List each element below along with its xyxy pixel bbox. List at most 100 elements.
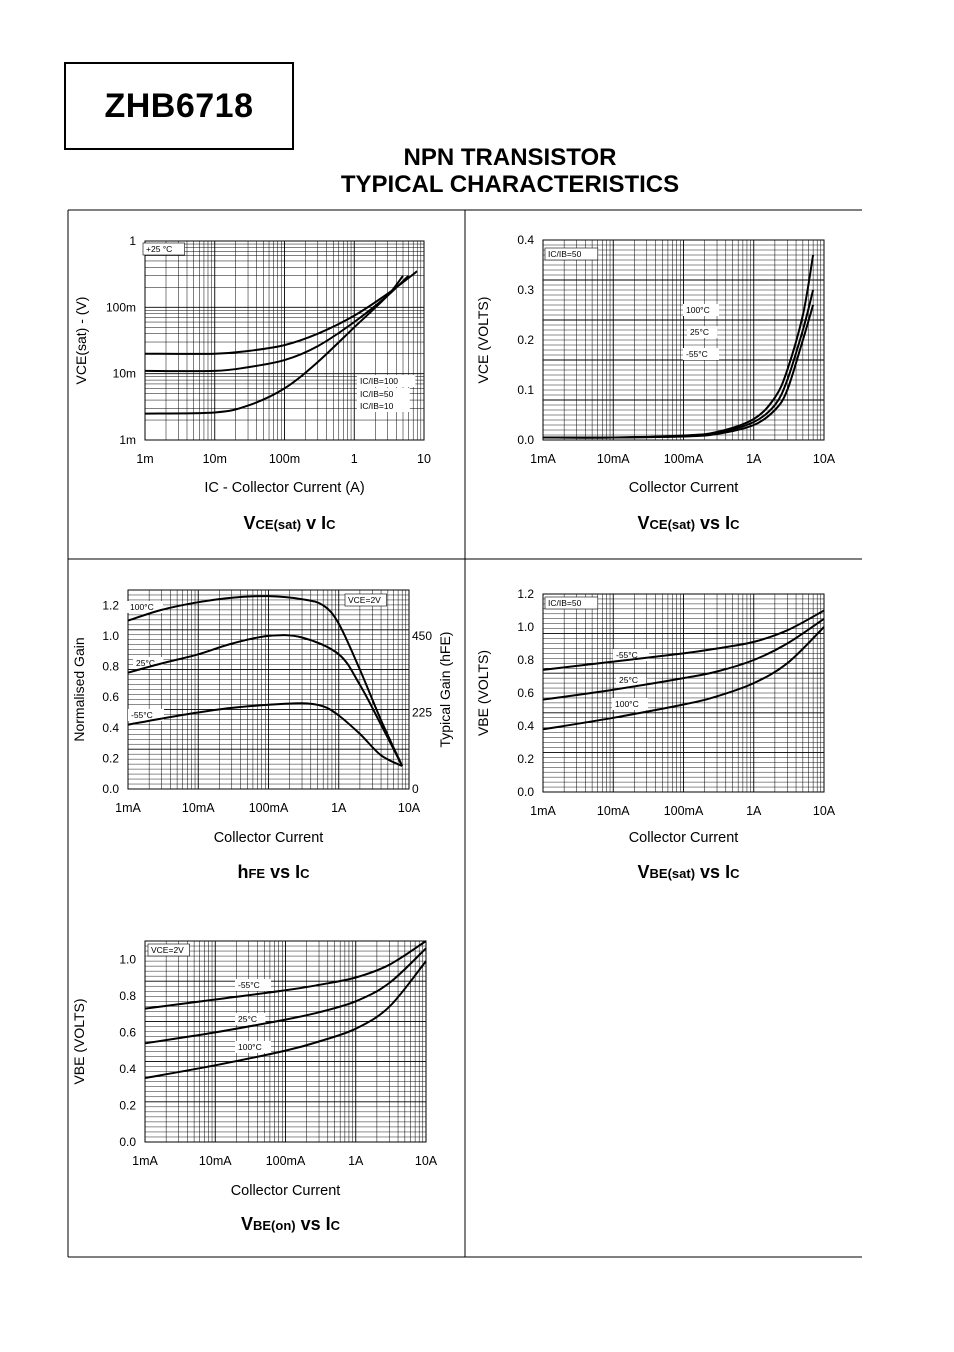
x-tick-label: 10m: [203, 452, 227, 466]
title-tail: C: [326, 517, 336, 532]
annotation-box: [142, 242, 185, 256]
annotation-label: 100°C: [238, 1042, 262, 1052]
x-tick-label: 100mA: [664, 804, 704, 818]
x-tick-label: 1mA: [530, 804, 556, 818]
chart-hfe-vs-ic: 1mA 10mA 100mA 1A 10A 0.0 0.2 0.4 0.6 0.8 1.0 1.2 0 2…: [71, 589, 453, 882]
part-number: ZHB6718: [104, 86, 254, 125]
y-tick-label: 0.0: [517, 433, 534, 447]
y-tick-label: 10m: [113, 367, 136, 381]
chart-title: VBE(on) vs IC: [241, 1214, 341, 1234]
annotation-label: -55°C: [131, 710, 153, 720]
y-tick-label: 100m: [106, 300, 136, 314]
title-rest: vs I: [296, 1214, 331, 1234]
chart-title: VBE(sat) vs IC: [638, 862, 741, 882]
annotation-box: [683, 348, 719, 360]
chart-title: hFE vs IC: [237, 862, 310, 882]
y-tick-label: 1.2: [102, 598, 119, 612]
y-tick-label: 0.1: [517, 383, 534, 397]
x-tick-label: 10A: [415, 1154, 438, 1168]
annotation-label: 25°C: [238, 1014, 257, 1024]
annotation-label: 100°C: [130, 602, 154, 612]
title-sub: BE(sat): [650, 866, 696, 881]
y-tick-label: 0.4: [119, 1062, 136, 1076]
annotation-box: [612, 698, 648, 710]
plot-frame: [127, 589, 410, 790]
annotation-label: -55°C: [238, 980, 260, 990]
annotation-box: [357, 400, 410, 412]
x-tick-label: 1m: [136, 452, 153, 466]
x-axis-label: IC - Collector Current (A): [204, 480, 364, 496]
series-line-0: [127, 595, 404, 767]
annotation-box: [683, 304, 719, 316]
y2-tick-label: 0: [412, 782, 419, 796]
title-tail: C: [331, 1218, 341, 1233]
title-line-2: TYPICAL CHARACTERISTICS: [340, 171, 680, 198]
y-tick-label: 0.8: [119, 989, 136, 1003]
grid: [127, 589, 409, 790]
y-tick-label: 0.2: [102, 751, 119, 765]
y-tick-label: 0.2: [517, 752, 534, 766]
cell-borders: [67, 209, 862, 1258]
annotation-box: [235, 979, 271, 991]
x-tick-label: 1: [351, 452, 358, 466]
chart-vbesat-vs-ic: 1mA 10mA 100mA 1A 10A 0.0 0.2 0.4 0.6 0.8 1.0 1.2 Co…: [475, 587, 836, 882]
page-title: NPN TRANSISTOR TYPICAL CHARACTERISTICS: [330, 144, 690, 198]
x-tick-label: 1A: [746, 804, 762, 818]
y-tick-label: 0.0: [102, 782, 119, 796]
series-line-1: [542, 289, 815, 439]
annotation-label: IC/IB=50: [548, 249, 582, 259]
y-tick-label: 0.0: [119, 1135, 136, 1149]
annotation-box: [128, 709, 164, 721]
y-tick-label: 1.0: [517, 620, 534, 634]
x-axis-label: Collector Current: [629, 480, 739, 496]
annotation-box: [357, 388, 410, 400]
title-tail: C: [300, 866, 310, 881]
annotation-box: [235, 1013, 266, 1025]
y-tick-label: 1.0: [119, 952, 136, 966]
annotation-label: IC/IB=50: [548, 598, 582, 608]
annotation-label: IC/IB=10: [360, 401, 394, 411]
annotation-label: 100°C: [615, 699, 639, 709]
y-tick-label: 0.6: [119, 1025, 136, 1039]
annotation-box: [357, 375, 416, 387]
title-rest: vs I: [695, 862, 730, 882]
y-tick-label: 0.8: [517, 653, 534, 667]
y2-axis-label: Typical Gain (hFE): [437, 632, 453, 748]
plot-frame: [542, 239, 825, 441]
y2-tick-label: 225: [412, 705, 432, 719]
series-line-2: [127, 702, 403, 767]
x-tick-label: 1A: [348, 1154, 364, 1168]
series-line-2: [144, 960, 427, 1079]
title-main: h: [237, 862, 248, 882]
annotation-label: 25°C: [619, 675, 638, 685]
x-tick-label: 100mA: [249, 801, 289, 815]
x-tick-label: 1mA: [132, 1154, 158, 1168]
annotation-label: VCE=2V: [348, 595, 381, 605]
y-tick-label: 0.4: [517, 719, 534, 733]
x-tick-label: 10A: [813, 804, 836, 818]
annotation-label: VCE=2V: [151, 945, 184, 955]
x-tick-label: 10: [417, 452, 431, 466]
x-tick-label: 10mA: [199, 1154, 232, 1168]
annotation-box: [235, 1041, 271, 1053]
x-tick-label: 100m: [269, 452, 300, 466]
title-sub: CE(sat): [256, 517, 302, 532]
chart-vbeon-vs-ic: 1mA 10mA 100mA 1A 10A 0.0 0.2 0.4 0.6 0.8 1.0 Colle…: [71, 940, 438, 1234]
annotation-label: 100°C: [686, 305, 710, 315]
y-axis-label: VCE(sat) - (V): [73, 297, 89, 385]
annotation-box: [544, 596, 599, 610]
title-line-1: NPN TRANSISTOR: [403, 144, 617, 171]
chart-title: VCE(sat) vs IC: [638, 513, 741, 533]
x-tick-label: 100mA: [266, 1154, 306, 1168]
y-tick-label: 1m: [119, 433, 136, 447]
x-tick-label: 1A: [331, 801, 347, 815]
annotation-box: [127, 601, 163, 613]
series-line-2: [144, 270, 418, 355]
annotation-box: [344, 593, 387, 607]
x-tick-label: 10A: [813, 452, 836, 466]
x-tick-label: 100mA: [664, 452, 704, 466]
annotation-label: IC/IB=100: [360, 376, 398, 386]
x-tick-label: 10mA: [597, 804, 630, 818]
title-tail: C: [730, 866, 740, 881]
